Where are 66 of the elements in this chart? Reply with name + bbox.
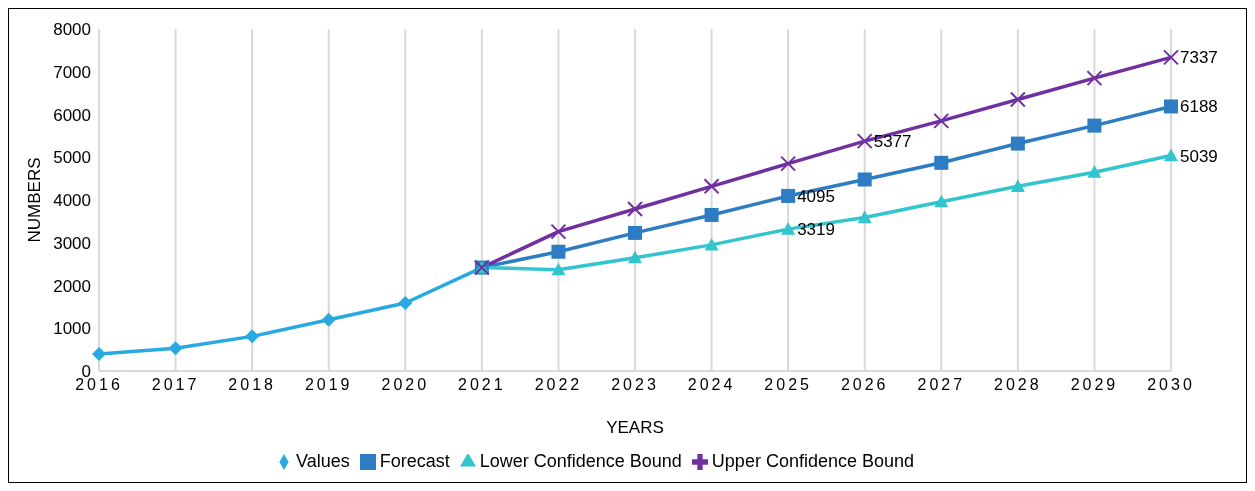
x-tick-label: 2019 — [304, 376, 353, 394]
point — [934, 194, 949, 208]
point — [857, 172, 872, 187]
point — [550, 223, 567, 240]
point — [1010, 179, 1025, 192]
point — [1164, 99, 1178, 114]
point — [321, 312, 336, 327]
x-tick-label: 2018 — [228, 376, 276, 394]
x-tick-label: 2030 — [1147, 376, 1195, 394]
legend-label: Upper Confidence Bound — [711, 451, 914, 471]
x-tick-label: 2028 — [994, 376, 1042, 394]
point — [781, 222, 796, 235]
data-label: 5039 — [1180, 146, 1218, 166]
point — [1163, 49, 1179, 66]
data-label: 6188 — [1180, 97, 1218, 117]
point — [628, 225, 642, 240]
x-tick-label: 2021 — [458, 376, 506, 394]
x-tick-label: 2017 — [151, 376, 200, 394]
point — [551, 262, 566, 276]
point — [933, 112, 950, 129]
data-label: 3319 — [797, 220, 835, 240]
point — [857, 210, 872, 224]
point — [1087, 165, 1102, 178]
x-tick-label: 2024 — [687, 376, 736, 394]
point — [780, 155, 797, 172]
data-label: 7337 — [1180, 48, 1218, 68]
point — [1164, 148, 1178, 162]
point — [92, 346, 106, 361]
y-tick-label: 5000 — [53, 148, 91, 168]
point — [1009, 91, 1026, 108]
point — [551, 244, 566, 259]
y-tick-label: 6000 — [53, 105, 91, 125]
legend-label: Values — [295, 451, 350, 471]
legend-label: Lower Confidence Bound — [479, 451, 682, 471]
y-tick-label: 3000 — [53, 233, 91, 253]
x-tick-label: 2020 — [381, 376, 430, 394]
point — [704, 207, 719, 222]
x-tick-label: 2029 — [1070, 376, 1119, 394]
y-axis-title: NUMBERS — [25, 157, 45, 243]
y-tick-label: 7000 — [53, 62, 91, 82]
point — [704, 237, 719, 251]
y-tick-label: 8000 — [53, 20, 91, 40]
point — [628, 250, 642, 264]
point — [703, 178, 720, 195]
x-axis-title: YEARS — [606, 418, 664, 437]
point — [1010, 136, 1025, 151]
x-tick-label: 2023 — [611, 376, 659, 394]
point — [245, 329, 260, 344]
point — [781, 188, 796, 203]
y-tick-label: 1000 — [53, 319, 91, 339]
point — [934, 155, 949, 170]
point — [1086, 70, 1103, 87]
x-tick-label: 2025 — [764, 376, 812, 394]
point — [398, 296, 413, 311]
data-label: 5377 — [873, 132, 912, 152]
point — [1087, 118, 1102, 133]
data-label: 4095 — [797, 186, 835, 206]
point — [168, 341, 183, 356]
x-tick-label: 2022 — [534, 376, 583, 394]
legend-label: Forecast — [379, 451, 450, 471]
point — [627, 200, 643, 217]
y-tick-label: 2000 — [53, 276, 91, 296]
point — [856, 133, 873, 150]
x-tick-label: 2027 — [917, 376, 966, 394]
y-tick-label: 4000 — [53, 191, 91, 211]
x-tick-label: 2026 — [840, 376, 889, 394]
